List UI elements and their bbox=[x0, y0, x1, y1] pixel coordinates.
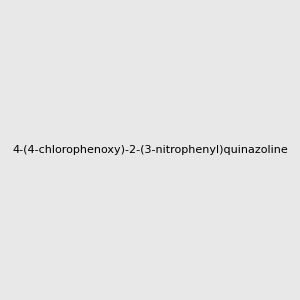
Text: 4-(4-chlorophenoxy)-2-(3-nitrophenyl)quinazoline: 4-(4-chlorophenoxy)-2-(3-nitrophenyl)qui… bbox=[12, 145, 288, 155]
